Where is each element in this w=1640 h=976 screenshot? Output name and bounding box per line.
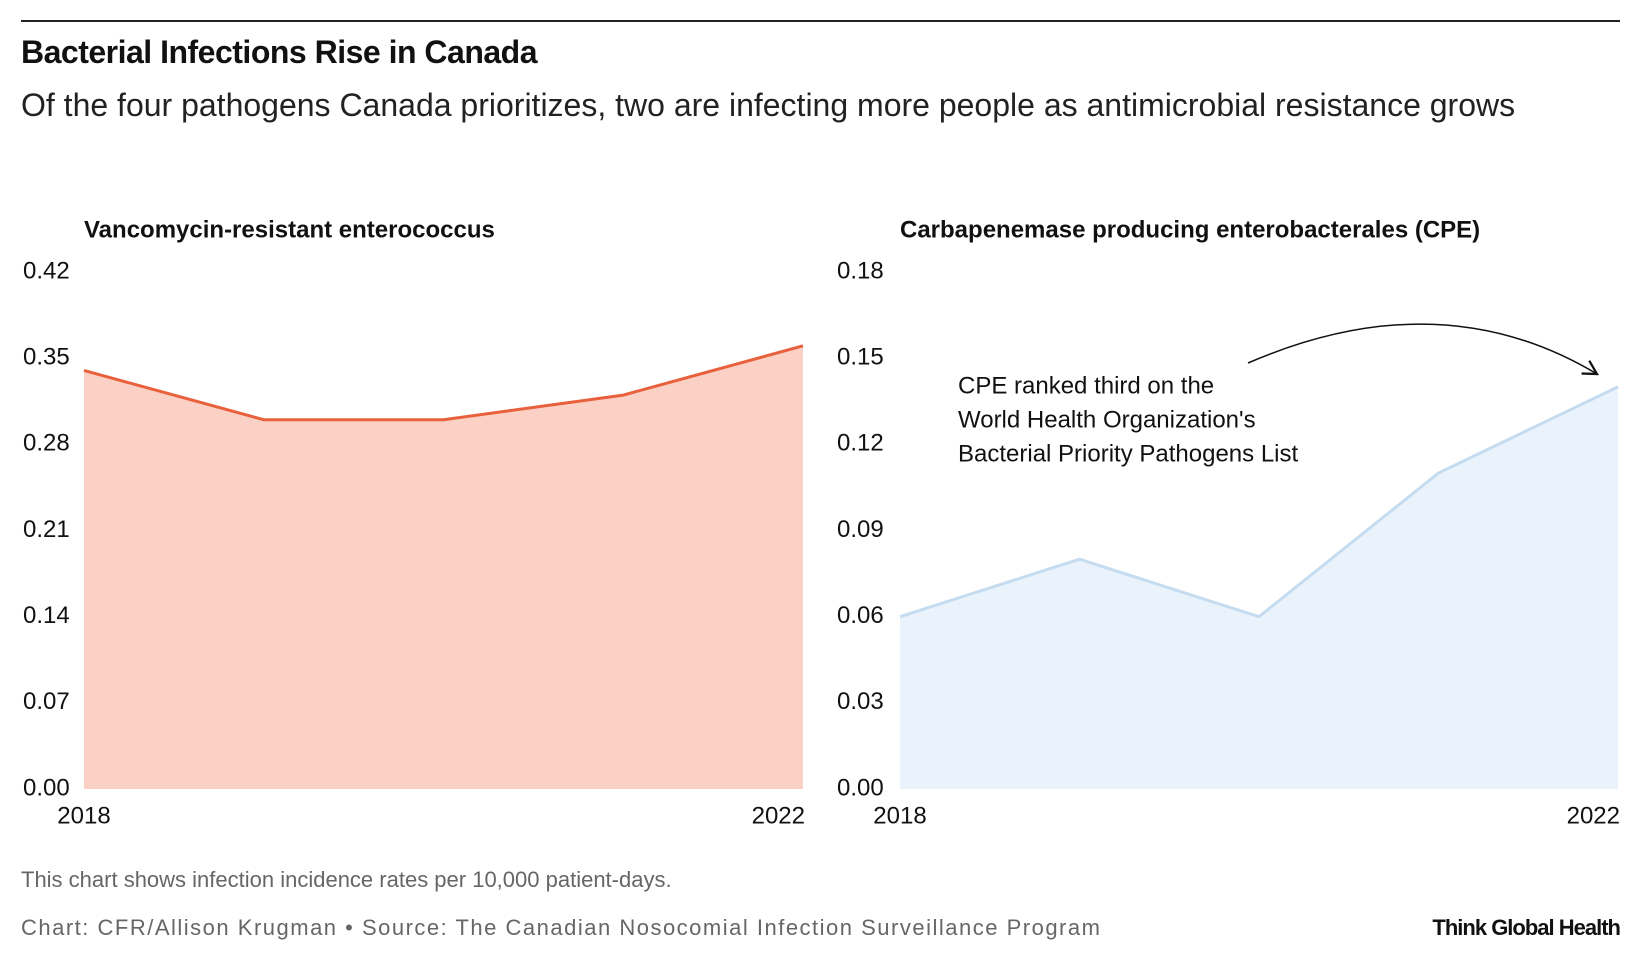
- x-tick-label: 2018: [873, 802, 926, 829]
- area-fill: [900, 386, 1618, 789]
- x-tick-label: 2018: [57, 802, 110, 829]
- area-fill: [84, 345, 803, 789]
- y-tick-label: 0.00: [837, 774, 884, 801]
- annotation: CPE ranked third on the: [958, 372, 1214, 399]
- x-tick-label: 2022: [752, 802, 805, 829]
- credit: Chart: CFR/Allison Krugman • Source: The…: [21, 915, 1101, 940]
- y-tick-label: 0.03: [837, 688, 884, 715]
- y-tick-label: 0.35: [23, 344, 70, 371]
- y-tick-label: 0.06: [837, 602, 884, 629]
- y-tick-label: 0.15: [837, 344, 884, 371]
- panel-title: Carbapenemase producing enterobacterales…: [900, 216, 1480, 243]
- brand: Think Global Health: [1432, 915, 1620, 940]
- y-tick-label: 0.07: [23, 688, 70, 715]
- y-tick-label: 0.14: [23, 602, 70, 629]
- annotation: Bacterial Priority Pathogens List: [958, 440, 1298, 467]
- y-tick-label: 0.00: [23, 774, 70, 801]
- panel-title: Vancomycin-resistant enterococcus: [84, 216, 495, 243]
- annotation-arrow: [1247, 323, 1599, 376]
- top-rule: [21, 20, 1620, 22]
- line: [83, 344, 804, 422]
- y-tick-label: 0.09: [837, 516, 884, 543]
- y-tick-label: 0.28: [23, 430, 70, 457]
- y-tick-label: 0.18: [837, 257, 884, 284]
- footnote: This chart shows infection incidence rat…: [21, 867, 672, 892]
- annotation: World Health Organization's: [958, 406, 1256, 433]
- y-tick-label: 0.12: [837, 430, 884, 457]
- x-tick-label: 2022: [1567, 802, 1620, 829]
- title: Bacterial Infections Rise in Canada: [21, 34, 538, 70]
- y-tick-label: 0.21: [23, 516, 70, 543]
- line: [899, 385, 1619, 619]
- y-tick-label: 0.42: [23, 257, 70, 284]
- subtitle: Of the four pathogens Canada prioritizes…: [21, 87, 1516, 123]
